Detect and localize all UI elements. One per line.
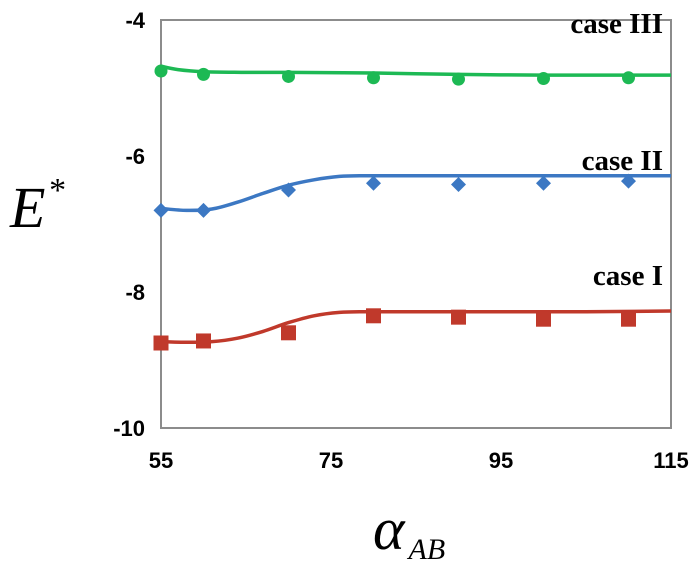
y-tick-label: -6	[125, 144, 145, 169]
plot-frame	[160, 19, 672, 429]
x-tick-label: 95	[489, 448, 513, 473]
data-point-case-ii	[621, 173, 636, 189]
x-axis-title: α AB	[373, 496, 445, 562]
series-case-ii	[153, 173, 672, 218]
plot-area-border	[160, 19, 672, 429]
data-point-case-i	[366, 308, 381, 324]
data-point-case-i	[153, 335, 169, 351]
y-tick-label: -4	[125, 8, 145, 33]
data-point-case-i	[621, 311, 636, 327]
series-case-i	[153, 308, 672, 351]
y-tick-label: -8	[125, 280, 145, 305]
data-point-case-iii	[154, 64, 168, 78]
data-point-case-iii	[452, 72, 465, 86]
data-point-case-ii	[536, 175, 551, 191]
data-point-case-i	[196, 333, 211, 349]
series-case-iii	[154, 64, 671, 86]
data-point-case-ii	[366, 175, 381, 191]
x-tick-label: 75	[319, 448, 343, 473]
data-point-case-ii	[281, 182, 296, 198]
data-point-case-ii	[196, 202, 211, 218]
data-point-case-iii	[622, 71, 635, 85]
data-point-case-iii	[367, 71, 380, 85]
data-point-case-iii	[282, 69, 295, 83]
series-label-case-iii: case III	[570, 8, 663, 40]
fit-line-case-i	[160, 309, 672, 345]
x-tick-label: 55	[149, 448, 173, 473]
y-axis-title-sup: *	[47, 172, 64, 209]
series-group	[153, 64, 672, 351]
series-labels: case III case II case I	[570, 8, 663, 292]
data-point-case-i	[451, 309, 466, 325]
x-axis-title-sub: AB	[407, 533, 446, 562]
data-point-case-iii	[197, 67, 210, 81]
data-point-case-ii	[451, 177, 466, 193]
fit-line-case-iii	[160, 64, 671, 77]
x-tick-label: 115	[653, 448, 689, 473]
series-label-case-ii: case II	[582, 145, 663, 177]
fit-line-case-ii	[160, 173, 672, 213]
data-point-case-iii	[537, 71, 550, 85]
data-point-case-ii	[153, 202, 169, 218]
y-tick-label: -10	[113, 416, 145, 441]
y-axis-title: E*	[9, 172, 64, 240]
data-point-case-i	[536, 311, 551, 327]
series-label-case-i: case I	[593, 260, 663, 292]
data-point-case-i	[281, 325, 296, 341]
